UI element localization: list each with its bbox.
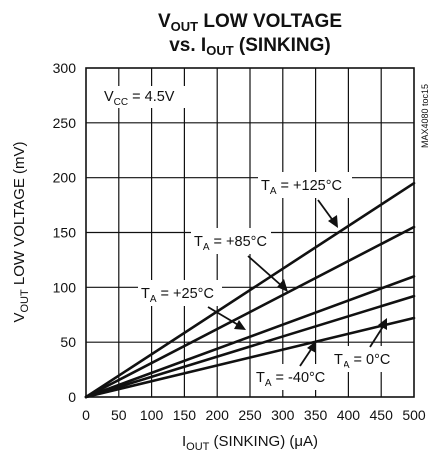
- x-tick-label: 150: [173, 407, 197, 423]
- svg-text:TA = -40°C: TA = -40°C: [256, 370, 325, 389]
- series-label-0: TA = 0°C: [328, 318, 404, 372]
- y-tick-label: 100: [53, 279, 77, 295]
- series-lines: [84, 181, 416, 399]
- chart-title-line-1: VOUT LOW VOLTAGE: [158, 11, 342, 34]
- x-tick-label: 100: [140, 407, 164, 423]
- series-line-4: [84, 316, 416, 399]
- series-label-85: TA = +85°C: [191, 228, 288, 292]
- x-tick-label: 50: [111, 407, 127, 423]
- svg-text:TA = +85°C: TA = +85°C: [194, 234, 267, 253]
- side-code-bg: [420, 70, 432, 162]
- y-tick-label: 150: [53, 225, 77, 241]
- series-line-0: [84, 181, 416, 399]
- series-line-1: [84, 225, 416, 399]
- condition-label: VCC = 4.5V: [104, 89, 175, 108]
- svg-text:TA = +125°C: TA = +125°C: [261, 178, 342, 197]
- series-label-125: TA = +125°C: [258, 172, 352, 228]
- x-tick-label: 200: [206, 407, 230, 423]
- x-tick-label: 450: [370, 407, 394, 423]
- y-tick-label: 50: [60, 334, 76, 350]
- y-tick-label: 300: [53, 60, 77, 76]
- x-tick-label: 250: [238, 407, 262, 423]
- condition-label-bg: [100, 86, 192, 108]
- y-tick-label: 0: [68, 389, 76, 405]
- x-tick-labels: 0 50 100 150 200 250 300 350 400 450 500: [82, 407, 426, 423]
- series-line-3: [84, 294, 416, 399]
- x-tick-label: 500: [402, 407, 426, 423]
- side-code: MAX4080 toc15: [420, 84, 430, 148]
- y-tick-label: 250: [53, 115, 77, 131]
- svg-text:TA = +25°C: TA = +25°C: [141, 286, 214, 305]
- svg-text:TA = 0°C: TA = 0°C: [334, 352, 390, 371]
- series-label-minus40: TA = -40°C: [252, 341, 344, 390]
- x-axis-label: IOUT (SINKING) (μA): [182, 433, 318, 453]
- x-tick-label: 0: [82, 407, 90, 423]
- y-axis-label: VOUT LOW VOLTAGE (mV): [11, 141, 31, 322]
- y-tick-label: 200: [53, 170, 77, 186]
- x-tick-label: 400: [337, 407, 361, 423]
- y-tick-labels: 0 50 100 150 200 250 300: [53, 60, 77, 405]
- series-label-25: TA = +25°C: [138, 280, 246, 330]
- x-tick-label: 300: [271, 407, 295, 423]
- plot-frame: [85, 67, 415, 398]
- x-tick-label: 350: [304, 407, 328, 423]
- chart-title-line-2: vs. IOUT (SINKING): [169, 35, 331, 58]
- series-line-2: [84, 275, 416, 399]
